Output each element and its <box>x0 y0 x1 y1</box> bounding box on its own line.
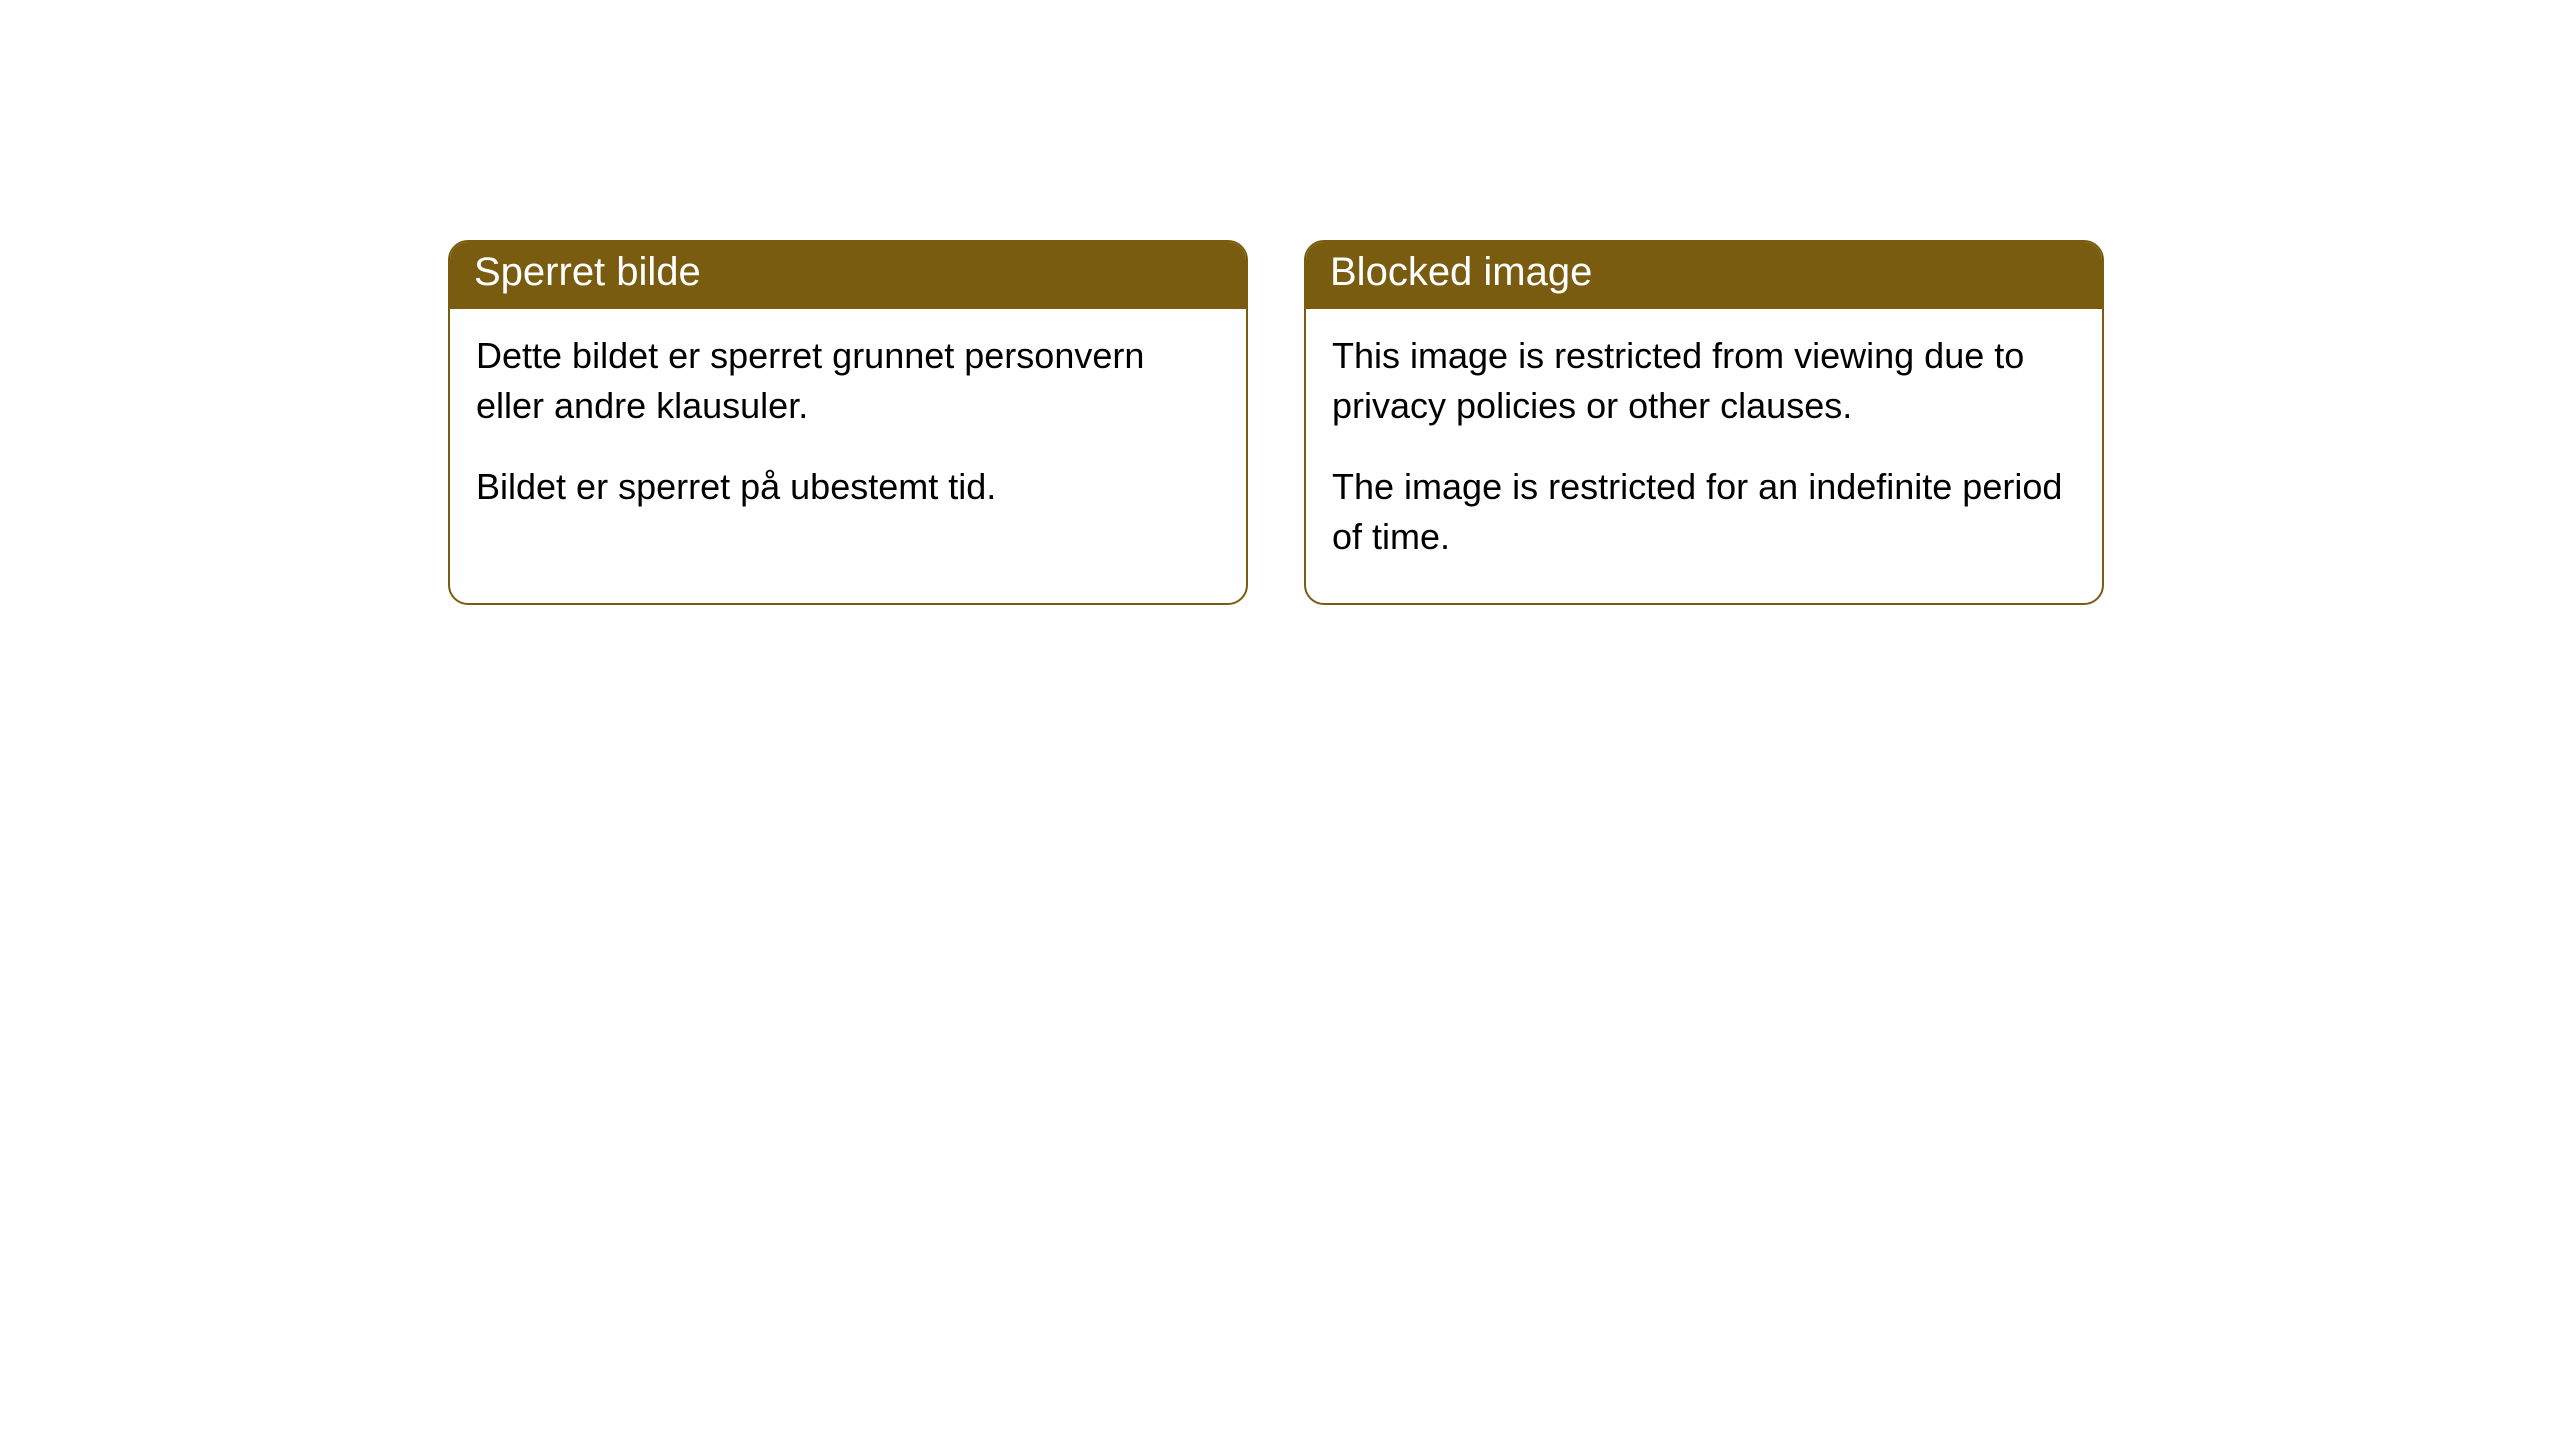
notice-card-body: This image is restricted from viewing du… <box>1306 309 2102 603</box>
notice-paragraph: Bildet er sperret på ubestemt tid. <box>476 462 1220 512</box>
notice-paragraph: The image is restricted for an indefinit… <box>1332 462 2076 563</box>
notice-paragraph: This image is restricted from viewing du… <box>1332 331 2076 432</box>
notice-paragraph: Dette bildet er sperret grunnet personve… <box>476 331 1220 432</box>
notice-card-title: Blocked image <box>1306 242 2102 309</box>
notice-card-norwegian: Sperret bilde Dette bildet er sperret gr… <box>448 240 1248 605</box>
notice-card-english: Blocked image This image is restricted f… <box>1304 240 2104 605</box>
notice-card-body: Dette bildet er sperret grunnet personve… <box>450 309 1246 552</box>
notice-cards-container: Sperret bilde Dette bildet er sperret gr… <box>448 240 2560 605</box>
notice-card-title: Sperret bilde <box>450 242 1246 309</box>
